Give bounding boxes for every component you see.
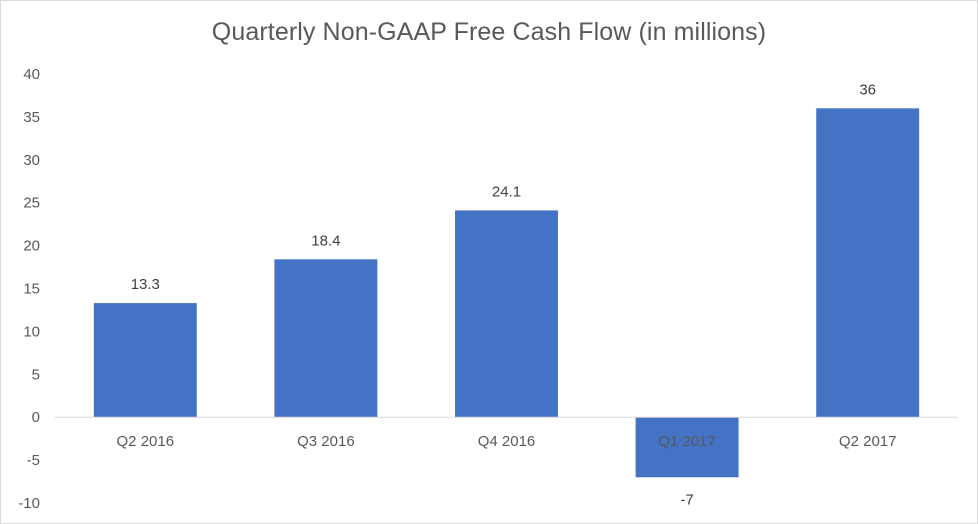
y-tick-label: 15 bbox=[23, 281, 40, 298]
y-tick-label: 10 bbox=[23, 323, 40, 340]
bar bbox=[455, 210, 558, 418]
x-axis-ticks: Q2 2016 Q3 2016 Q4 2016 Q1 2017 Q2 2017 bbox=[117, 433, 897, 450]
data-label: 18.4 bbox=[311, 232, 340, 249]
chart-title: Quarterly Non-GAAP Free Cash Flow (in mi… bbox=[211, 18, 767, 46]
bar bbox=[93, 303, 197, 418]
y-tick-label: -10 bbox=[18, 495, 40, 512]
y-tick-label: 0 bbox=[32, 409, 40, 426]
y-tick-label: 25 bbox=[23, 195, 40, 212]
y-tick-label: -5 bbox=[27, 452, 40, 469]
x-tick-label: Q3 2016 bbox=[297, 433, 355, 450]
y-axis-ticks: 40 35 30 25 20 15 10 5 0 -5 -10 bbox=[18, 66, 40, 512]
x-tick-label: Q1 2017 bbox=[658, 433, 716, 450]
y-tick-label: 20 bbox=[23, 238, 40, 255]
data-label: 13.3 bbox=[131, 276, 160, 293]
data-label: 24.1 bbox=[492, 183, 521, 200]
bar bbox=[274, 259, 378, 418]
bars bbox=[93, 108, 920, 478]
y-tick-label: 40 bbox=[23, 66, 40, 83]
x-tick-label: Q2 2017 bbox=[839, 433, 897, 450]
x-tick-label: Q4 2016 bbox=[478, 433, 536, 450]
data-label: -7 bbox=[680, 491, 693, 508]
data-label: 36 bbox=[859, 81, 876, 98]
y-tick-label: 5 bbox=[32, 366, 40, 383]
y-tick-label: 30 bbox=[23, 152, 40, 169]
bar bbox=[635, 417, 739, 478]
bar bbox=[816, 108, 920, 418]
data-labels: 13.3 18.4 24.1 -7 36 bbox=[131, 81, 876, 508]
x-tick-label: Q2 2016 bbox=[117, 433, 175, 450]
y-tick-label: 35 bbox=[23, 109, 40, 126]
